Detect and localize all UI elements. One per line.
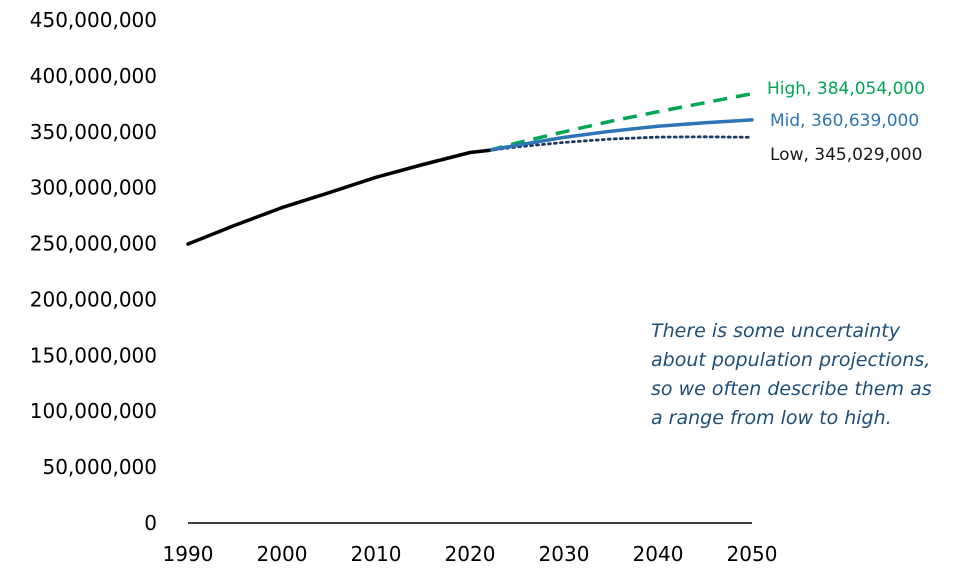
- y-tick-label: 0: [144, 511, 157, 535]
- annotation-line-2: about population projections,: [651, 349, 931, 371]
- x-tick-label: 2030: [539, 542, 590, 566]
- x-tick-label: 2000: [257, 542, 308, 566]
- y-tick-label: 200,000,000: [30, 287, 157, 311]
- series-lines: [186, 91, 754, 246]
- y-axis-tick-labels: 0 50,000,000 100,000,000 150,000,000 200,000…: [30, 8, 157, 535]
- y-tick-label: 400,000,000: [30, 64, 157, 88]
- series-line-high: [488, 91, 753, 153]
- y-tick-label: 350,000,000: [30, 120, 157, 144]
- y-tick-label: 300,000,000: [30, 176, 157, 200]
- end-label-mid: Mid, 360,639,000: [770, 111, 919, 131]
- series-end-labels: High, 384,054,000 Mid, 360,639,000 Low, 34…: [767, 79, 925, 165]
- uncertainty-annotation: There is some uncertainty about populati…: [651, 317, 961, 433]
- annotation-line-4: a range from low to high.: [651, 407, 892, 429]
- annotation-line-3: so we often describe them as: [651, 378, 932, 400]
- series-line-low: [487, 135, 754, 152]
- y-tick-label: 150,000,000: [30, 343, 157, 367]
- x-axis-tick-labels: 1990 2000 2010 2020 2030 2040 2050: [163, 542, 778, 566]
- x-tick-label: 2050: [727, 542, 778, 566]
- x-tick-label: 1990: [163, 542, 214, 566]
- x-tick-label: 2010: [351, 542, 402, 566]
- end-label-high: High, 384,054,000: [767, 79, 925, 99]
- y-tick-label: 250,000,000: [30, 232, 157, 256]
- annotation-line-1: There is some uncertainty: [651, 320, 900, 342]
- series-line-mid: [487, 118, 754, 153]
- end-label-low: Low, 345,029,000: [770, 145, 922, 165]
- y-tick-label: 450,000,000: [30, 8, 157, 32]
- y-tick-label: 50,000,000: [42, 455, 157, 479]
- x-tick-label: 2040: [633, 542, 684, 566]
- series-line-historical: [186, 148, 491, 246]
- y-tick-label: 100,000,000: [30, 399, 157, 423]
- x-tick-label: 2020: [445, 542, 496, 566]
